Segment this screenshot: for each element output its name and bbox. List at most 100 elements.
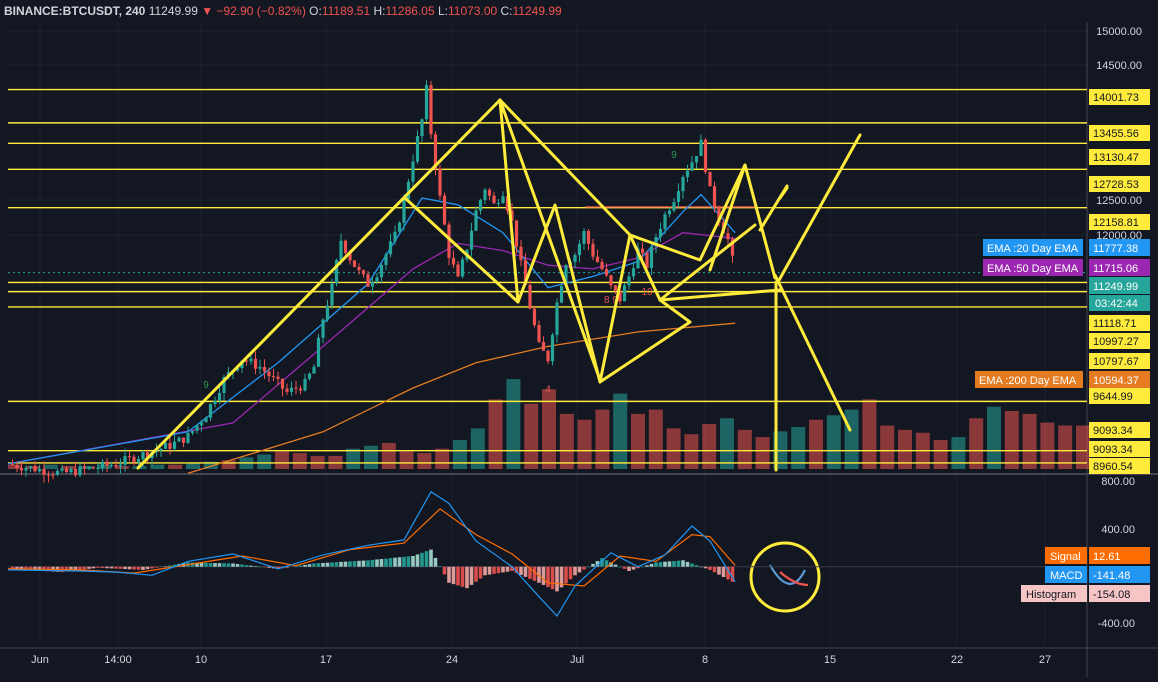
macd-histogram-bar xyxy=(384,559,388,567)
candle-body xyxy=(132,457,135,463)
high-value: 11286.05 xyxy=(385,4,434,18)
candle-body xyxy=(663,214,666,229)
macd-histogram-bar xyxy=(321,563,325,567)
ema-name-label: EMA :20 Day EMA xyxy=(987,243,1079,255)
macd-histogram-bar xyxy=(506,567,510,572)
macd-histogram-bar xyxy=(294,566,298,567)
macd-histogram-bar xyxy=(411,556,415,567)
macd-histogram-bar xyxy=(402,557,406,567)
price-level-label: 10997.27 xyxy=(1093,336,1139,348)
time-axis-tick: 10 xyxy=(195,654,207,666)
macd-histogram-bar xyxy=(312,564,316,567)
candle-body xyxy=(483,190,486,200)
macd-histogram-bar xyxy=(371,560,375,567)
macd-histogram-bar xyxy=(101,567,105,568)
symbol-label[interactable]: BINANCE:BTCUSDT, 240 xyxy=(4,4,145,18)
macd-histogram-bar xyxy=(425,551,429,567)
price-level-label: 12728.53 xyxy=(1093,179,1139,191)
candle-body xyxy=(96,468,99,469)
candle-body xyxy=(587,231,590,244)
price-level-label: 9644.99 xyxy=(1093,391,1133,403)
candle-body xyxy=(74,469,77,475)
macd-histogram-bar xyxy=(326,563,330,567)
candle-body xyxy=(290,388,293,392)
macd-histogram-bar xyxy=(362,561,366,567)
volume-bar xyxy=(524,404,538,469)
candle-body xyxy=(537,325,540,342)
candle-body xyxy=(501,196,504,203)
volume-bar xyxy=(845,410,859,469)
macd-legend-value: -154.08 xyxy=(1093,589,1130,601)
macd-histogram-bar xyxy=(339,562,343,567)
volume-bar xyxy=(934,440,948,469)
macd-histogram-bar xyxy=(524,567,528,577)
candle-body xyxy=(609,275,612,285)
volume-bar xyxy=(1005,411,1019,469)
volume-bar xyxy=(44,465,58,469)
volume-bar xyxy=(862,399,876,469)
macd-histogram-bar xyxy=(677,561,681,567)
candle-body xyxy=(704,140,707,172)
candle-body xyxy=(24,468,27,471)
time-axis-tick: Jul xyxy=(570,654,584,666)
candle-body xyxy=(596,257,599,262)
volume-bar xyxy=(26,466,40,469)
macd-histogram-bar xyxy=(686,562,690,567)
candle-body xyxy=(425,85,428,119)
candle-body xyxy=(200,422,203,425)
time-axis-tick: 27 xyxy=(1039,654,1051,666)
macd-histogram-bar xyxy=(470,567,474,585)
macd-histogram-bar xyxy=(479,567,483,579)
macd-histogram-bar xyxy=(132,567,136,570)
volume-bar xyxy=(595,410,609,469)
macd-histogram-bar xyxy=(87,567,91,569)
volume-bar xyxy=(506,379,520,469)
candle-body xyxy=(546,351,549,362)
candle-body xyxy=(263,367,266,372)
macd-histogram-bar xyxy=(456,567,460,586)
candle-body xyxy=(15,465,18,468)
macd-histogram-bar xyxy=(632,567,636,570)
candle-body xyxy=(573,255,576,262)
candle-body xyxy=(528,285,531,309)
candle-body xyxy=(213,401,216,404)
candle-body xyxy=(578,244,581,255)
volume-bar xyxy=(578,420,592,469)
candle-body xyxy=(708,172,711,186)
price-level-label: 8960.54 xyxy=(1093,461,1133,473)
macd-histogram-bar xyxy=(407,556,411,566)
macd-histogram-bar xyxy=(263,567,267,568)
macd-histogram-bar xyxy=(209,563,213,567)
candle-body xyxy=(659,229,662,237)
candle-body xyxy=(326,306,329,320)
time-axis-tick: Jun xyxy=(31,654,49,666)
candle-body xyxy=(78,466,81,475)
macd-histogram-bar xyxy=(344,562,348,567)
volume-bar xyxy=(417,453,431,469)
price-change: ▼ −92.90 (−0.82%) xyxy=(201,4,306,18)
high-label: H: xyxy=(373,4,385,18)
candle-body xyxy=(123,456,126,465)
macd-histogram-bar xyxy=(375,559,379,566)
time-axis-tick: 14:00 xyxy=(104,654,132,666)
macd-axis-tick: 400.00 xyxy=(1101,524,1135,536)
macd-histogram-bar xyxy=(618,567,622,568)
candle-body xyxy=(29,466,32,468)
volume-bar xyxy=(257,455,271,470)
volume-bar xyxy=(293,453,307,469)
volume-bar xyxy=(222,460,236,469)
candle-body xyxy=(681,177,684,191)
candle-body xyxy=(164,443,167,449)
candle-body xyxy=(375,277,378,282)
volume-bar xyxy=(382,443,396,469)
candle-body xyxy=(38,469,41,471)
volume-bar xyxy=(809,420,823,469)
candle-body xyxy=(195,425,198,431)
macd-histogram-bar xyxy=(591,564,595,567)
symbol-header: BINANCE:BTCUSDT, 240 11249.99 ▼ −92.90 (… xyxy=(4,2,562,20)
td-count-label: 9 xyxy=(203,380,209,391)
candle-body xyxy=(362,270,365,274)
